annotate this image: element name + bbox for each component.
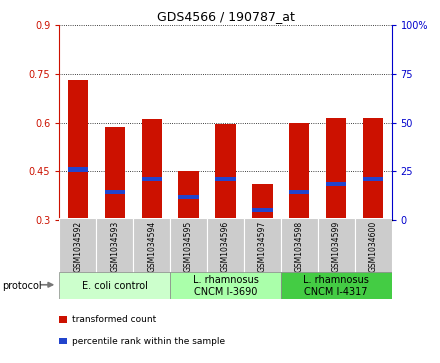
Bar (252, 208, 272, 212)
Bar (68, 167, 88, 172)
Bar (133, 218, 170, 274)
Bar (326, 118, 346, 220)
Bar (96, 218, 133, 274)
Bar (179, 171, 199, 220)
Text: GSM1034600: GSM1034600 (369, 221, 378, 272)
Text: GSM1034598: GSM1034598 (295, 221, 304, 272)
Bar (215, 124, 236, 220)
Text: GSM1034599: GSM1034599 (332, 221, 341, 272)
Bar (105, 127, 125, 220)
Text: percentile rank within the sample: percentile rank within the sample (72, 337, 225, 346)
Text: GSM1034593: GSM1034593 (110, 221, 119, 272)
Text: E. coli control: E. coli control (82, 281, 148, 291)
Bar (363, 177, 383, 182)
Text: transformed count: transformed count (72, 315, 156, 324)
Bar (142, 119, 162, 220)
Text: GSM1034596: GSM1034596 (221, 221, 230, 272)
Bar (326, 182, 346, 186)
Title: GDS4566 / 190787_at: GDS4566 / 190787_at (157, 10, 294, 23)
Text: GSM1034595: GSM1034595 (184, 221, 193, 272)
Bar (281, 272, 392, 299)
Bar (179, 195, 199, 199)
Bar (355, 218, 392, 274)
Bar (244, 218, 281, 274)
Bar (289, 190, 309, 194)
Text: protocol: protocol (2, 281, 42, 291)
Bar (59, 218, 96, 274)
Text: GSM1034592: GSM1034592 (73, 221, 82, 272)
Bar (142, 177, 162, 182)
Bar (281, 218, 318, 274)
Text: GSM1034597: GSM1034597 (258, 221, 267, 272)
Bar (207, 218, 244, 274)
Bar (289, 122, 309, 220)
Text: L. rhamnosus
CNCM I-4317: L. rhamnosus CNCM I-4317 (303, 275, 369, 297)
Text: L. rhamnosus
CNCM I-3690: L. rhamnosus CNCM I-3690 (193, 275, 258, 297)
Bar (170, 218, 207, 274)
Bar (68, 81, 88, 220)
Bar (215, 177, 236, 182)
Bar (170, 272, 281, 299)
Text: GSM1034594: GSM1034594 (147, 221, 156, 272)
Bar (252, 184, 272, 220)
Bar (59, 272, 170, 299)
Bar (363, 118, 383, 220)
Bar (105, 190, 125, 194)
Bar (318, 218, 355, 274)
